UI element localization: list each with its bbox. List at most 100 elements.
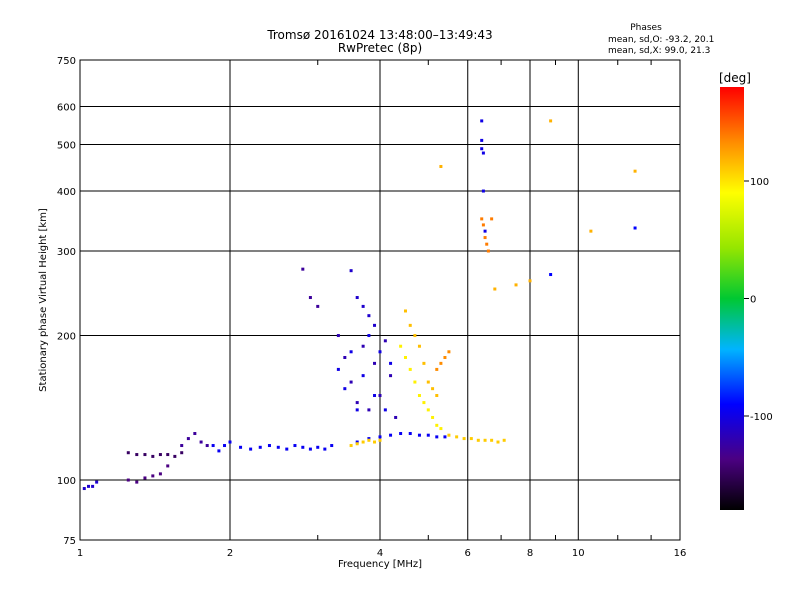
data-point [336, 367, 340, 371]
data-point [496, 440, 500, 444]
data-point [239, 445, 243, 449]
colorbar [720, 87, 744, 510]
data-point [480, 217, 484, 221]
data-point [383, 339, 387, 343]
data-point [455, 435, 459, 439]
data-point [211, 444, 215, 448]
data-point [166, 464, 170, 468]
chart-title: Tromsø 20161024 13:48:00–13:49:43 [266, 28, 492, 42]
points-layer [82, 119, 637, 491]
data-point [228, 440, 232, 444]
data-point [349, 380, 353, 384]
data-point [483, 438, 487, 442]
data-point [293, 444, 297, 448]
data-point [490, 438, 494, 442]
data-point [367, 437, 371, 441]
y-tick-label: 75 [63, 536, 76, 547]
phase-stats-o: mean, sd,O: -93.2, 20.1 [608, 35, 714, 45]
data-point [151, 454, 155, 458]
data-point [426, 433, 430, 437]
data-point [355, 440, 359, 444]
data-point [431, 415, 435, 419]
data-point [413, 380, 417, 384]
data-point [166, 453, 170, 457]
data-point [480, 138, 484, 142]
data-point [490, 217, 494, 221]
chart-subtitle: RwPretec (8p) [338, 41, 422, 55]
data-point [486, 249, 490, 253]
data-point [367, 314, 371, 318]
y-axis-label: Stationary phase Virtual Height [km] [38, 208, 49, 392]
data-point [417, 433, 421, 437]
data-point [485, 242, 489, 246]
axes-layer: 1 2 4 6 8 10 16 75 100 200 300 400 500 600 750 [57, 56, 686, 559]
data-point [217, 449, 221, 453]
colorbar-label: [deg] [719, 71, 751, 85]
data-point [426, 408, 430, 412]
data-point [394, 415, 398, 419]
data-point [367, 334, 371, 338]
data-point [349, 350, 353, 354]
colorbar-ticks: 100 0 -100 [744, 177, 773, 423]
data-point [481, 223, 485, 227]
data-point [361, 440, 365, 444]
data-point [308, 296, 312, 300]
data-point [355, 442, 359, 446]
data-point [343, 387, 347, 391]
y-tick-label: 300 [57, 247, 76, 258]
data-point [349, 444, 353, 448]
data-point [373, 440, 377, 444]
data-point [158, 472, 162, 476]
data-point [469, 437, 473, 441]
data-point [373, 323, 377, 327]
data-point [447, 350, 451, 354]
data-point [361, 304, 365, 308]
x-axis-label: Frequency [MHz] [338, 559, 422, 570]
data-point [481, 189, 485, 193]
data-point [378, 438, 382, 442]
data-point [361, 374, 365, 378]
data-point [367, 408, 371, 412]
data-point [435, 394, 439, 398]
data-point [158, 453, 162, 457]
data-point [301, 267, 305, 271]
data-point [476, 438, 480, 442]
y-tick-label: 500 [57, 141, 76, 152]
data-point [378, 435, 382, 439]
data-point [383, 408, 387, 412]
y-tick-label: 750 [57, 56, 76, 67]
data-point [439, 427, 443, 431]
data-point [126, 451, 130, 455]
data-point [343, 355, 347, 359]
data-point [330, 444, 334, 448]
data-point [258, 445, 262, 449]
y-tick-label: 400 [57, 187, 76, 198]
data-point [301, 445, 305, 449]
data-point [323, 447, 327, 451]
data-point [435, 423, 439, 427]
data-point [493, 287, 497, 291]
data-point [483, 236, 487, 240]
data-point [355, 296, 359, 300]
data-point [435, 435, 439, 439]
data-point [95, 480, 99, 484]
data-point [443, 435, 447, 439]
data-point [480, 147, 484, 151]
data-point [349, 269, 353, 273]
data-point [143, 476, 147, 480]
data-point [408, 432, 412, 436]
x-tick-label: 4 [377, 548, 383, 559]
data-point [389, 374, 393, 378]
y-tick-label: 600 [57, 103, 76, 114]
data-point [135, 480, 139, 484]
data-point [413, 334, 417, 338]
data-point [186, 437, 190, 441]
x-tick-label: 8 [527, 548, 533, 559]
colorbar-tick-label: -100 [750, 412, 773, 423]
y-tick-label: 100 [57, 476, 76, 487]
data-point [126, 478, 130, 482]
y-tick-label: 200 [57, 332, 76, 343]
data-point [361, 344, 365, 348]
data-point [399, 344, 403, 348]
